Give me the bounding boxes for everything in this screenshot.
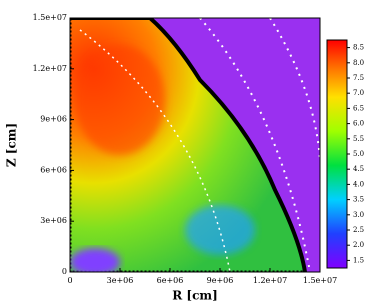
y-axis-label: Z [cm]	[5, 123, 19, 167]
x-tick-label: 0	[67, 276, 72, 285]
x-tick-label: 9e+06	[207, 276, 234, 285]
colorbar-tick-label: 6.5	[353, 104, 364, 112]
y-tick-label: 1.2e+07	[33, 64, 67, 73]
colorbar-tick-label: 1.5	[353, 256, 364, 264]
heatmap-image	[70, 18, 320, 272]
x-tick-label: 1.2e+07	[253, 276, 287, 285]
colorbar-tick-label: 3.5	[353, 196, 364, 204]
colorbar-tick-label: 5.5	[353, 135, 364, 143]
colorbar-tick-label: 7.0	[353, 89, 364, 97]
y-tick-label: 6e+06	[40, 165, 67, 174]
colorbar-tick-label: 4.0	[353, 180, 364, 188]
colorbar-tick-label: 7.5	[353, 74, 364, 82]
y-tick-label: 9e+06	[40, 115, 67, 124]
plot-frame	[69, 17, 321, 273]
colorbar-tick-label: 2.0	[353, 241, 364, 249]
x-tick-label: 6e+06	[157, 276, 184, 285]
y-tick-label: 3e+06	[40, 216, 67, 225]
y-tick-label: 0	[62, 267, 67, 276]
colorbar-tick-label: 5.0	[353, 150, 364, 158]
colorbar-tick-label: 4.5	[353, 165, 364, 173]
colorbar-tick-label: 8.5	[353, 44, 364, 52]
x-tick-label: 3e+06	[107, 276, 134, 285]
x-tick-label: 1.5e+07	[303, 276, 337, 285]
colorbar-tick-label: 3.0	[353, 211, 364, 219]
colorbar-tick-label: 2.5	[353, 226, 364, 234]
colorbar-tick-label: 6.0	[353, 120, 364, 128]
colorbar	[326, 39, 348, 269]
colorbar-tick-label: 8.0	[353, 59, 364, 67]
x-axis-label: R [cm]	[172, 289, 218, 303]
y-tick-label: 1.5e+07	[33, 13, 67, 22]
